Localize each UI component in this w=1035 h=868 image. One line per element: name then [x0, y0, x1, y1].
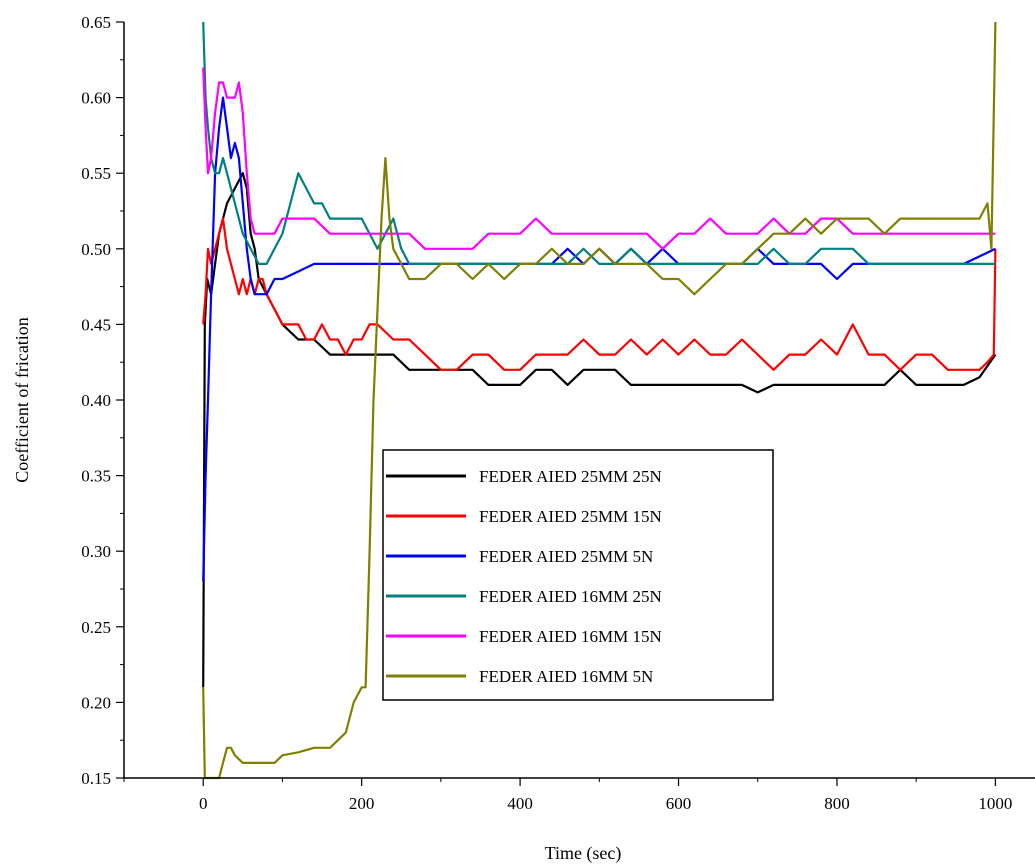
- series-line-6: [202, 21, 997, 780]
- y-tick-label: 0.60: [81, 89, 111, 108]
- x-tick-label: 200: [349, 794, 375, 813]
- y-tick-label: 0.35: [81, 467, 111, 486]
- axes: 0.15 0.20 0.25 0.30 0.35 0.40 0.45 0.50 0.55 0.60…: [81, 13, 1035, 813]
- legend: FEDER AIED 25MM 25N FEDER AIED 25MM 15N FE…: [382, 449, 774, 701]
- legend-label: FEDER AIED 25MM 25N: [479, 467, 662, 486]
- legend-label: FEDER AIED 16MM 15N: [479, 627, 662, 646]
- x-tick-label: 800: [824, 794, 850, 813]
- series-line-1: [202, 172, 997, 688]
- legend-label: FEDER AIED 16MM 5N: [479, 667, 653, 686]
- legend-box: [382, 449, 774, 701]
- x-tick-label: 400: [507, 794, 533, 813]
- y-tick-label: 0.20: [81, 693, 111, 712]
- y-tick-label: 0.65: [81, 13, 111, 32]
- y-tick-label: 0.45: [81, 315, 111, 334]
- y-tick-label: 0.50: [81, 240, 111, 259]
- y-tick-label: 0.25: [81, 618, 111, 637]
- series-line-2: [202, 217, 997, 371]
- x-axis-title: Time (sec): [545, 843, 622, 864]
- plot-lines: [202, 21, 997, 780]
- y-axis-title: Coefficient of frication: [12, 317, 32, 483]
- legend-label: FEDER AIED 16MM 25N: [479, 587, 662, 606]
- x-tick-label: 1000: [978, 794, 1012, 813]
- x-tick-label: 0: [199, 794, 208, 813]
- y-tick-label: 0.30: [81, 542, 111, 561]
- y-tick-label: 0.40: [81, 391, 111, 410]
- y-tick-label: 0.15: [81, 769, 111, 788]
- x-tick-label: 600: [666, 794, 692, 813]
- series-line-5: [202, 67, 996, 250]
- legend-label: FEDER AIED 25MM 5N: [479, 547, 653, 566]
- legend-label: FEDER AIED 25MM 15N: [479, 507, 662, 526]
- y-tick-label: 0.55: [81, 164, 111, 183]
